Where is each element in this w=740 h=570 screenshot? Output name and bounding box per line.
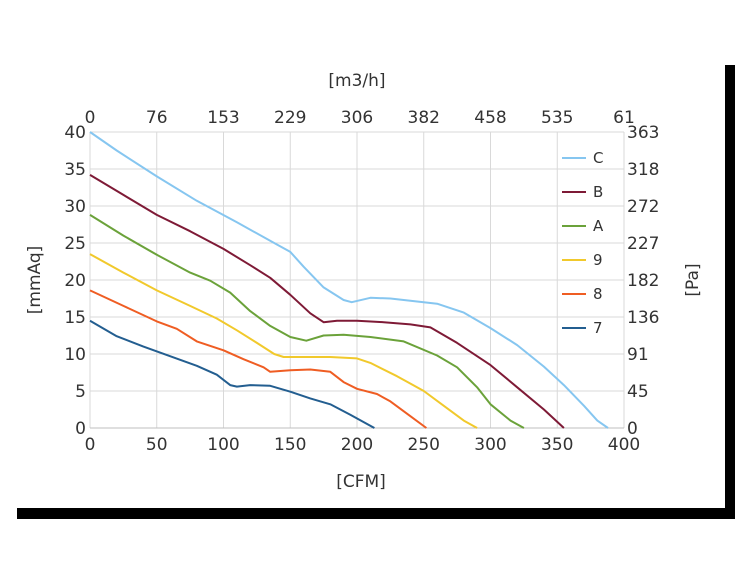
series-line-9 — [89, 253, 478, 429]
series-line-8 — [89, 289, 427, 429]
x-tick-label: 150 — [274, 435, 306, 455]
x2-tick-label: 0 — [85, 108, 96, 128]
y2-tick-label: 136 — [627, 308, 659, 328]
y2-tick-label: 182 — [627, 271, 659, 291]
legend-label-8: 8 — [593, 285, 603, 303]
x-tick-label: 250 — [408, 435, 440, 455]
legend-label-7: 7 — [593, 319, 603, 337]
bottom-axis-title: [CFM] — [336, 472, 386, 492]
x2-tick-label: 382 — [408, 108, 440, 128]
y2-tick-label: 0 — [627, 419, 638, 439]
x-tick-label: 400 — [608, 435, 640, 455]
x-tick-label: 100 — [207, 435, 239, 455]
series-line-A — [89, 214, 525, 429]
y2-tick-label: 363 — [627, 123, 659, 143]
y2-tick-label: 45 — [627, 382, 649, 402]
right-axis-title: [Pa] — [683, 263, 703, 296]
series-lines — [89, 131, 609, 429]
y-tick-label: 0 — [75, 419, 86, 439]
x2-tick-label: 535 — [541, 108, 573, 128]
x-tick-label: 350 — [541, 435, 573, 455]
y-tick-label: 15 — [64, 308, 86, 328]
x-tick-label: 0 — [85, 435, 96, 455]
y-tick-label: 30 — [64, 197, 86, 217]
x-tick-label: 300 — [474, 435, 506, 455]
y-tick-label: 10 — [64, 345, 86, 365]
legend-label-C: C — [593, 149, 603, 167]
y-tick-label: 20 — [64, 271, 86, 291]
y2-tick-label: 227 — [627, 234, 659, 254]
y-tick-label: 25 — [64, 234, 86, 254]
legend-label-A: A — [593, 217, 604, 235]
series-line-7 — [89, 319, 375, 429]
top-axis-title: [m3/h] — [328, 71, 385, 91]
x-tick-label: 200 — [341, 435, 373, 455]
x2-tick-label: 458 — [474, 108, 506, 128]
legend: CBA 9 8 7 — [562, 149, 604, 337]
x2-tick-label: 306 — [341, 108, 373, 128]
x2-tick-label: 61 — [613, 108, 635, 128]
y2-tick-label: 272 — [627, 197, 659, 217]
series-line-B — [89, 174, 565, 429]
x2-tick-label: 76 — [146, 108, 168, 128]
legend-label-B: B — [593, 183, 603, 201]
series-line-C — [89, 131, 609, 429]
y2-tick-label: 318 — [627, 160, 659, 180]
y-tick-label: 5 — [75, 382, 86, 402]
x2-tick-label: 229 — [274, 108, 306, 128]
y-tick-label: 40 — [64, 123, 86, 143]
gridlines — [89, 131, 625, 429]
frame-shadow-bottom — [17, 508, 735, 519]
legend-label-9: 9 — [593, 251, 603, 269]
x-tick-label: 50 — [146, 435, 168, 455]
y2-tick-label: 91 — [627, 345, 649, 365]
left-axis-title: [mmAq] — [25, 246, 45, 315]
y-tick-label: 35 — [64, 160, 86, 180]
frame-shadow-right — [725, 65, 735, 519]
x2-tick-label: 153 — [207, 108, 239, 128]
